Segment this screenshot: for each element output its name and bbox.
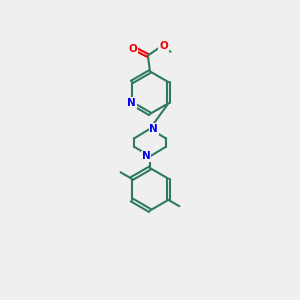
Text: N: N	[149, 124, 158, 134]
Text: N: N	[127, 98, 136, 108]
Text: O: O	[129, 44, 137, 53]
Text: N: N	[142, 152, 151, 161]
Text: O: O	[159, 41, 168, 51]
